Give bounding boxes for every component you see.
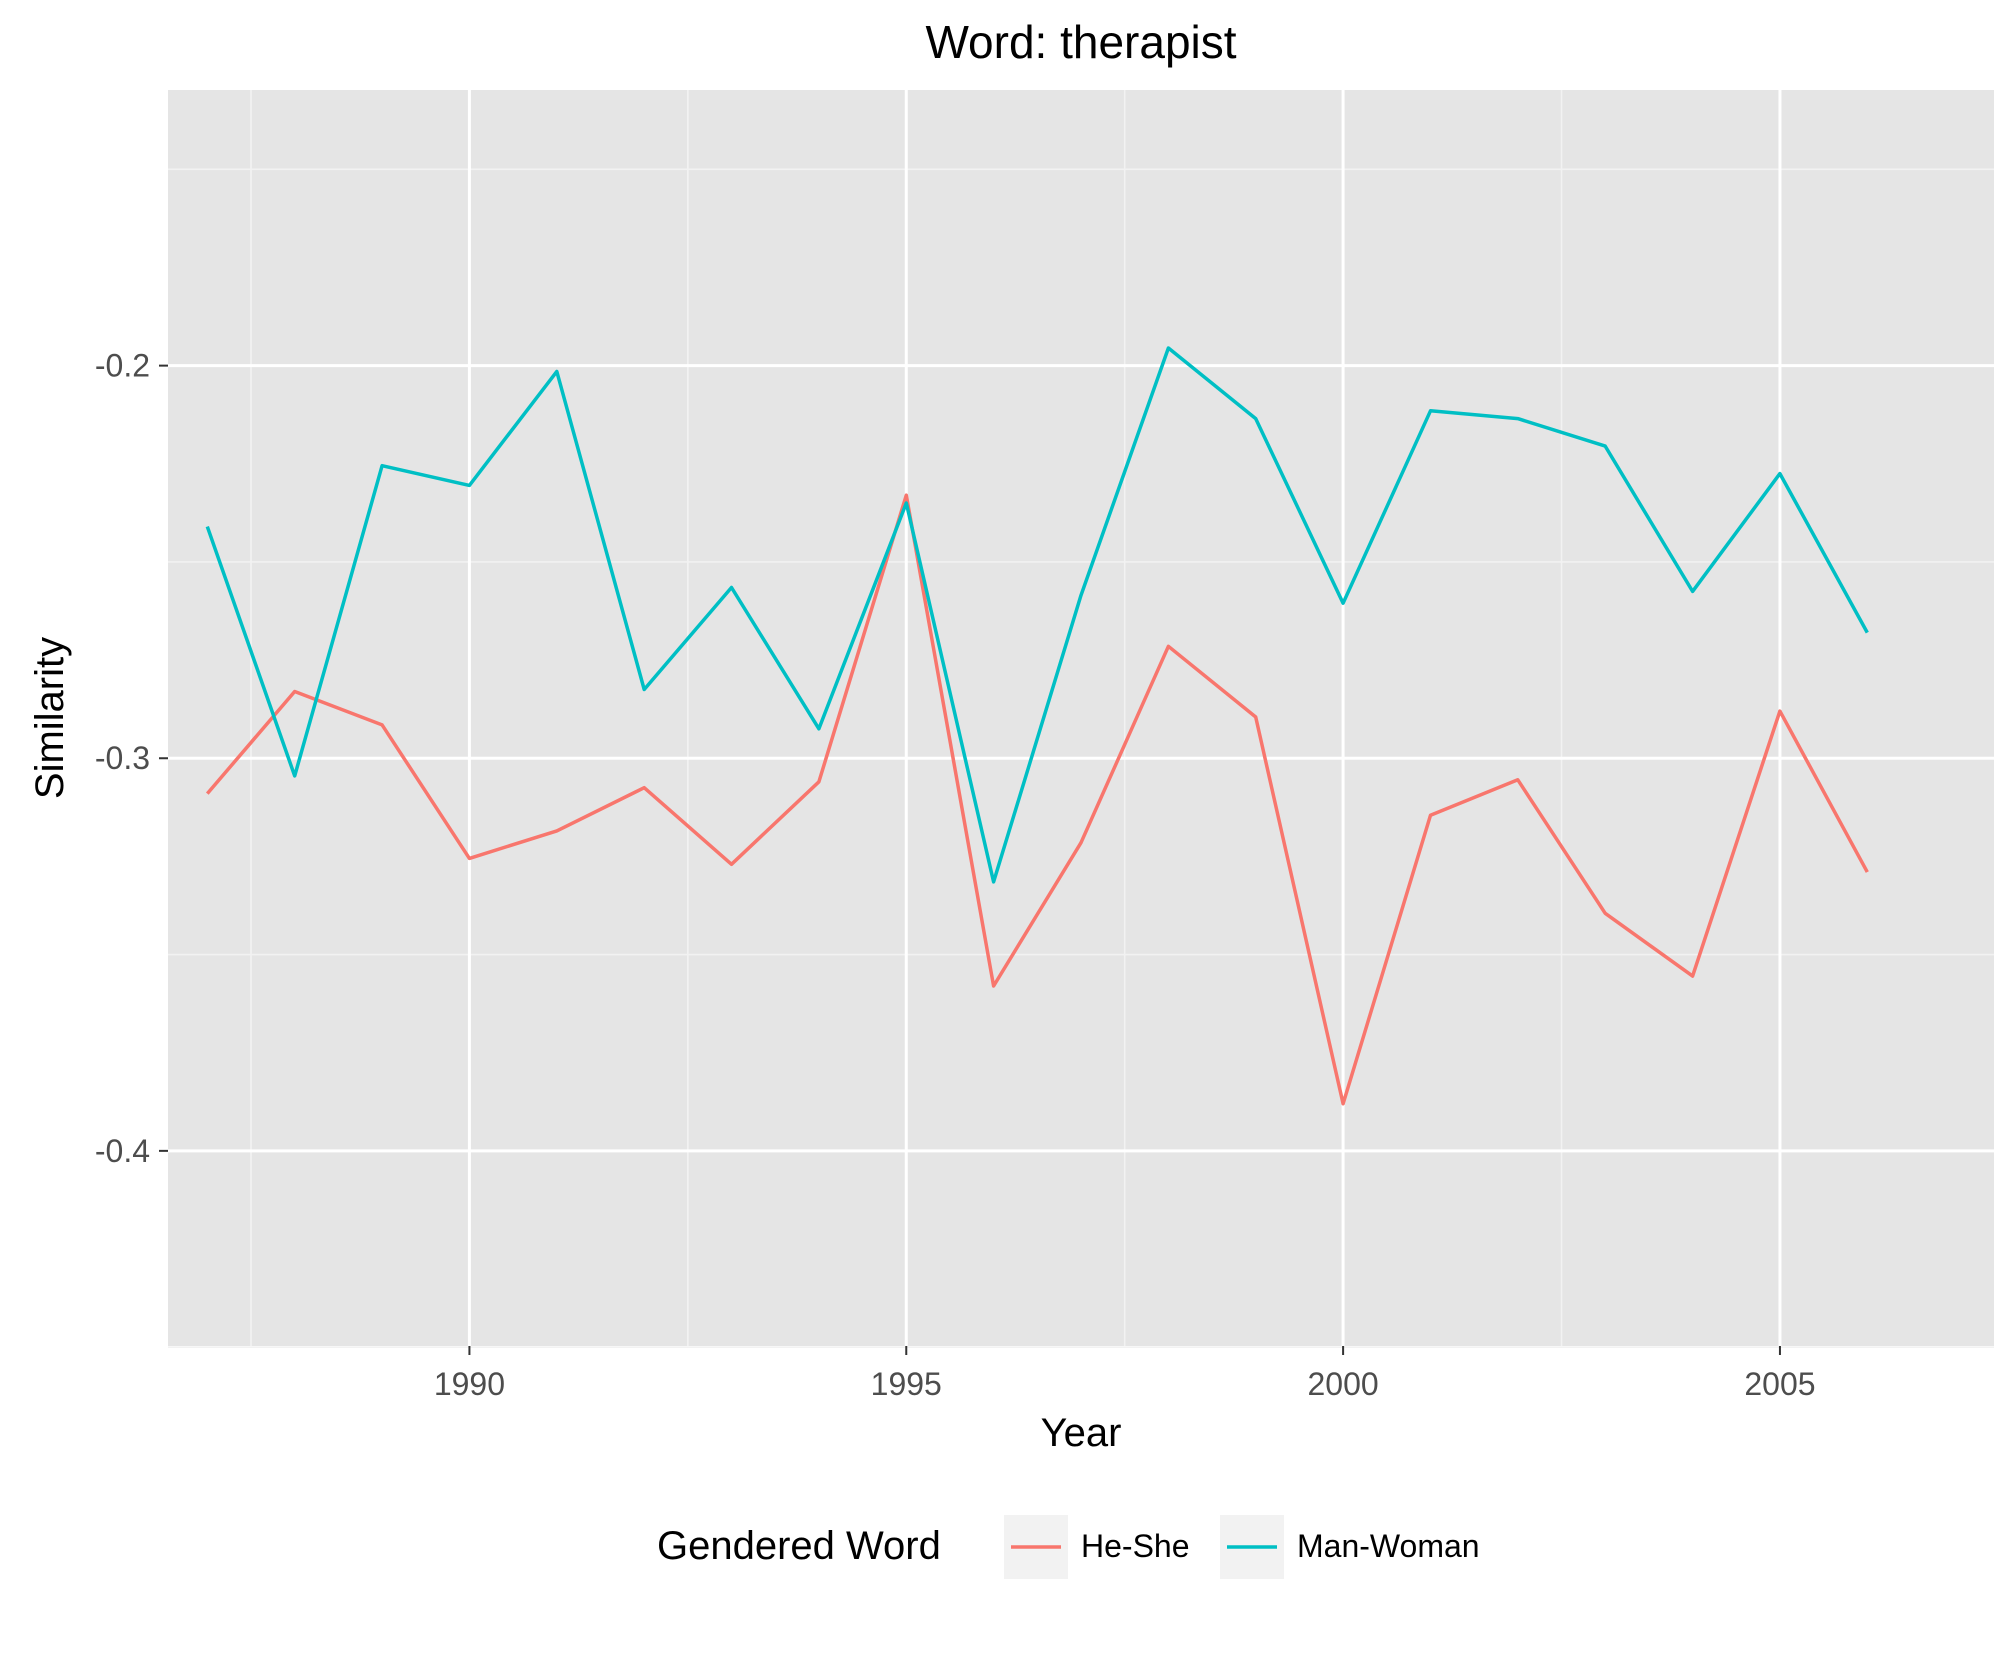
y-tick-label: -0.3 xyxy=(95,740,150,776)
x-tick-label: 2005 xyxy=(1744,1366,1815,1402)
y-tick-labels: -0.2 -0.3 -0.4 xyxy=(95,348,150,1169)
x-tick-label: 1995 xyxy=(871,1366,942,1402)
x-axis-label: Year xyxy=(1041,1411,1122,1455)
x-tick-label: 2000 xyxy=(1308,1366,1379,1402)
legend: Gendered Word He-She Man-Woman xyxy=(657,1515,1480,1579)
y-tick-label: -0.2 xyxy=(95,348,150,384)
legend-label-he-she: He-She xyxy=(1081,1528,1190,1564)
chart-title: Word: therapist xyxy=(925,16,1236,68)
panel-background xyxy=(168,90,1994,1346)
series-line-he-she xyxy=(205,493,1869,1106)
y-axis-label: Similarity xyxy=(28,637,72,799)
x-tick-labels: 1990 1995 2000 2005 xyxy=(434,1366,1816,1402)
series-lines xyxy=(205,346,1869,1106)
major-gridlines xyxy=(168,90,1994,1346)
y-tick-label: -0.4 xyxy=(95,1133,150,1169)
axis-ticks xyxy=(159,364,1781,1355)
legend-label-man-woman: Man-Woman xyxy=(1297,1528,1480,1564)
legend-title: Gendered Word xyxy=(657,1524,941,1568)
x-tick-label: 1990 xyxy=(434,1366,505,1402)
minor-gridlines xyxy=(168,90,1994,1348)
series-line-man-woman xyxy=(205,346,1869,884)
